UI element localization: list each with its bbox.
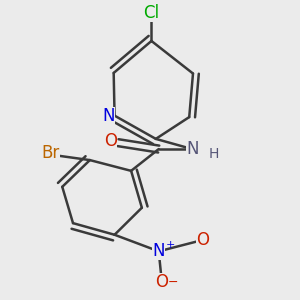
Text: Cl: Cl <box>143 4 160 22</box>
Text: O: O <box>104 132 117 150</box>
Text: O: O <box>155 273 168 291</box>
Text: O: O <box>196 231 209 249</box>
Text: H: H <box>209 147 219 161</box>
Text: +: + <box>166 240 175 250</box>
Text: N: N <box>186 140 198 158</box>
Text: −: − <box>167 276 178 289</box>
Text: N: N <box>152 242 165 260</box>
Text: N: N <box>103 106 115 124</box>
Text: Br: Br <box>41 144 60 162</box>
